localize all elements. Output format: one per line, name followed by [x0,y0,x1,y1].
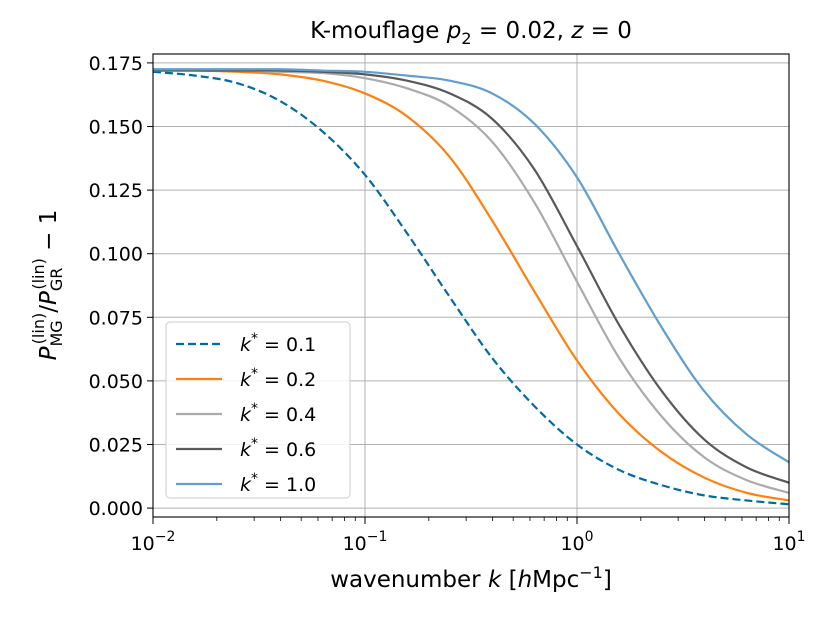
y-tick-label: 0.125 [89,180,143,202]
series-line-4 [152,69,790,484]
x-tick-label: 10−1 [343,529,388,555]
legend-label: k* = 0.1 [240,331,316,356]
legend-label: k* = 1.0 [240,471,316,496]
x-axis-label: wavenumber k [hMpc−1] [330,563,612,593]
y-tick-label: 0.175 [89,53,143,75]
y-tick-label: 0.000 [89,498,143,520]
series-line-1 [152,70,790,506]
legend-label: k* = 0.6 [240,436,316,461]
x-tick-label: 100 [560,529,593,555]
x-tick-label: 10−2 [131,529,176,555]
series-line-5 [153,68,790,464]
series-layer [152,68,790,506]
y-axis-label: PMG(lin)/PGR(lin) − 1 [29,210,66,361]
legend-box [165,321,351,499]
legend: k* = 0.1 k* = 0.2 k* = 0.4 k* = 0.6 k* = 1.0 [165,321,351,499]
legend-label: k* = 0.2 [240,366,316,391]
series-line-2 [152,69,790,502]
legend-label: k* = 0.4 [240,401,316,426]
y-tick-label: 0.050 [89,371,143,393]
plot-frame [152,53,790,518]
y-tick-label: 0.150 [89,117,143,139]
y-tick-label: 0.075 [89,307,143,329]
y-tick-label: 0.100 [89,244,143,266]
y-tick-label: 0.025 [89,434,143,456]
x-tick-label: 101 [772,529,805,555]
chart-title: K-mouflage p2 = 0.02, z = 0 [310,18,632,48]
axis-ticks: 0.000 0.025 0.050 0.075 0.100 0.125 0.150 0.175… [89,53,806,555]
